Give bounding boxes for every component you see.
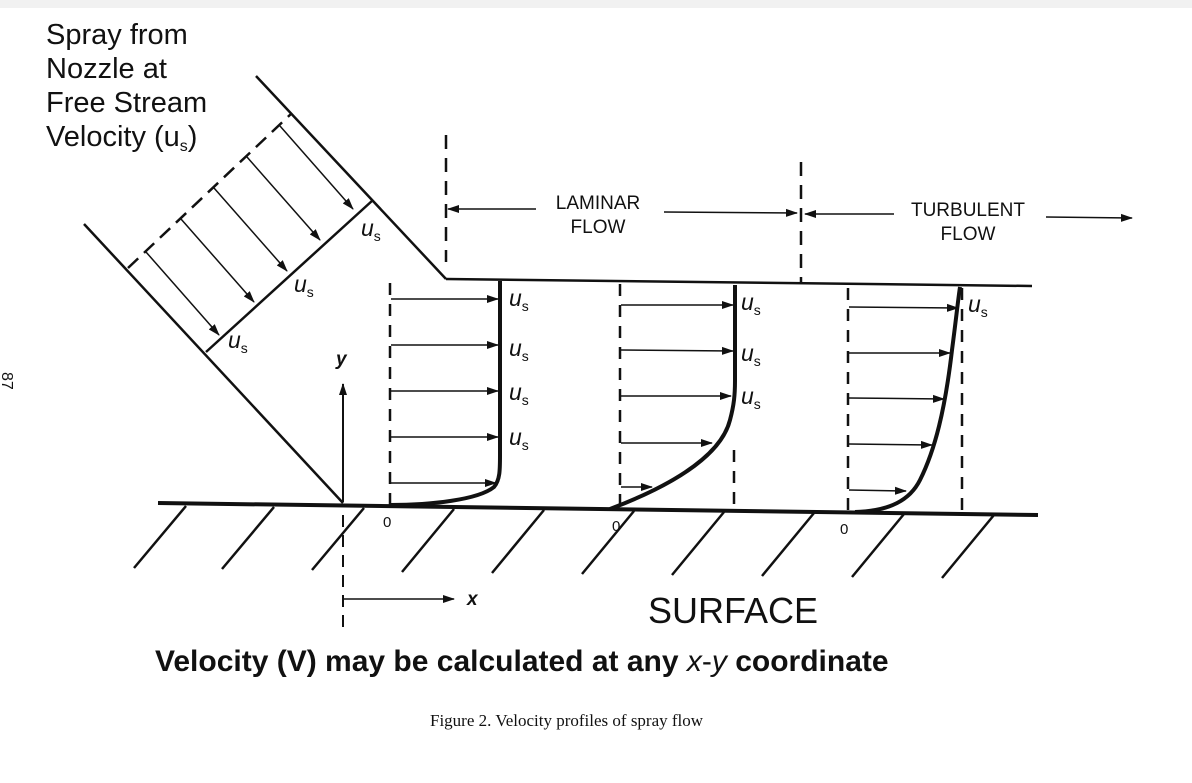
free-stream-boundary [445, 277, 1033, 288]
turbulent-label-line-2: FLOW [941, 224, 996, 245]
us-label: us [741, 289, 761, 318]
surface-hatching [133, 505, 995, 579]
us-label: us [509, 335, 529, 364]
profile-2-curve [609, 285, 737, 511]
velocity-profile-3 [846, 286, 964, 514]
figure-caption: Figure 2. Velocity profiles of spray flo… [430, 711, 704, 730]
us-label: us [509, 379, 529, 408]
profile-3-arrows [848, 303, 959, 495]
nozzle-arrow [279, 125, 354, 210]
turbulent-label-line-1: TURBULENT [911, 200, 1025, 221]
nozzle-wavefronts [127, 112, 374, 353]
us-label: us [509, 285, 529, 314]
nozzle-label-velocity-text: Velocity (u [46, 121, 180, 153]
nozzle-label-line-2: Nozzle at [46, 53, 167, 85]
us-label: us [294, 271, 314, 300]
nozzle-solid-front [205, 199, 374, 353]
origin-zero: 0 [383, 514, 391, 531]
us-label: us [968, 291, 988, 320]
origin-labels: 0 0 0 [383, 514, 848, 538]
nozzle-arrow [213, 187, 288, 272]
page-number: 87 [0, 372, 15, 390]
nozzle-arrow [246, 156, 321, 241]
nozzle-walls [83, 75, 447, 504]
laminar-right-arrow [663, 208, 798, 217]
page-top-edge [0, 0, 1192, 8]
surface [133, 501, 1039, 579]
nozzle-upper-wall [255, 75, 447, 280]
region-arrows [447, 205, 1133, 222]
us-label: us [509, 424, 529, 453]
nozzle-us-labels: us us us [228, 215, 381, 356]
us-label: us [361, 215, 381, 244]
us-label: us [228, 327, 248, 356]
statement-text: Velocity (V) may be calculated at any x-… [155, 645, 889, 678]
origin-zero: 0 [612, 518, 620, 535]
profile-2-arrows [620, 301, 734, 491]
profile-1-curve [389, 281, 502, 507]
nozzle-dashed-front [127, 112, 293, 269]
us-label: us [741, 383, 761, 412]
us-label: us [741, 340, 761, 369]
profile-3-curve [854, 286, 962, 514]
nozzle-label-line-1: Spray from [46, 19, 188, 51]
laminar-label-line-2: FLOW [571, 217, 626, 238]
nozzle-label-line-4: Velocity (us) [46, 121, 197, 155]
nozzle-lower-wall [83, 223, 344, 504]
region-dividers [444, 135, 803, 284]
velocity-profile-1 [388, 281, 502, 507]
nozzle-label-line-3: Free Stream [46, 87, 207, 119]
surface-line [157, 501, 1039, 517]
laminar-label-line-1: LAMINAR [556, 193, 640, 214]
origin-zero: 0 [840, 521, 848, 538]
region-labels: LAMINAR FLOW TURBULENT FLOW [556, 193, 1026, 245]
nozzle-label-subscript: s [180, 138, 188, 155]
surface-label: SURFACE [648, 590, 818, 631]
x-axis-label: x [466, 589, 479, 610]
nozzle-label: Spray from Nozzle at Free Stream Velocit… [46, 19, 207, 155]
y-axis-label: y [335, 349, 348, 370]
turbulent-right-arrow [1045, 213, 1133, 222]
nozzle-arrows [145, 125, 354, 336]
profile-us-labels: us us us us us us us us [509, 285, 988, 453]
coordinate-axes [339, 383, 455, 630]
nozzle-arrow [180, 218, 255, 303]
velocity-profile-2 [609, 284, 737, 511]
profile-1-arrows [391, 295, 499, 487]
nozzle-label-close-paren: ) [188, 121, 198, 153]
nozzle-arrow [145, 251, 220, 336]
